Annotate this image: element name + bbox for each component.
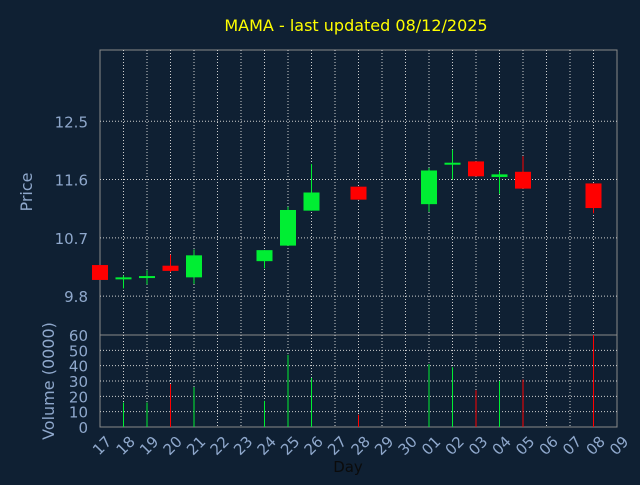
x-axis-label: Day [333,458,363,476]
candle-body-25 [280,209,296,246]
candle-body-19 [139,276,155,279]
candle-body-28 [350,186,367,200]
candle-body-05 [515,171,531,189]
candle-body-26 [303,192,320,211]
price-tick-label: 9.8 [64,288,88,306]
volume-axis-label: Volume (0000) [39,322,58,440]
chart-title: MAMA - last updated 08/12/2025 [224,16,487,35]
candle-body-24 [256,250,273,262]
candle-body-02 [444,162,461,165]
price-tick-label: 11.6 [55,172,88,190]
volume-tick-label: 10 [69,404,88,422]
candle-body-18 [115,277,132,280]
volume-tick-label: 50 [69,342,88,360]
candle-body-03 [468,161,484,177]
candle-body-21 [186,255,202,278]
candle-body-20 [162,265,179,271]
candle-body-01 [421,170,437,205]
price-tick-label: 10.7 [55,230,88,248]
candle-body-08 [585,183,602,209]
volume-tick-label: 40 [69,358,88,376]
price-axis-label: Price [17,172,36,211]
volume-tick-label: 30 [69,373,88,391]
volume-tick-label: 0 [78,419,88,437]
volume-tick-label: 60 [69,327,88,345]
candle-body-04 [491,174,508,177]
candle-body-17 [92,265,108,280]
volume-tick-label: 20 [69,388,88,406]
price-panel: 9.8 10.7 11.6 12.5 [55,49,618,336]
price-tick-label: 12.5 [55,113,88,131]
